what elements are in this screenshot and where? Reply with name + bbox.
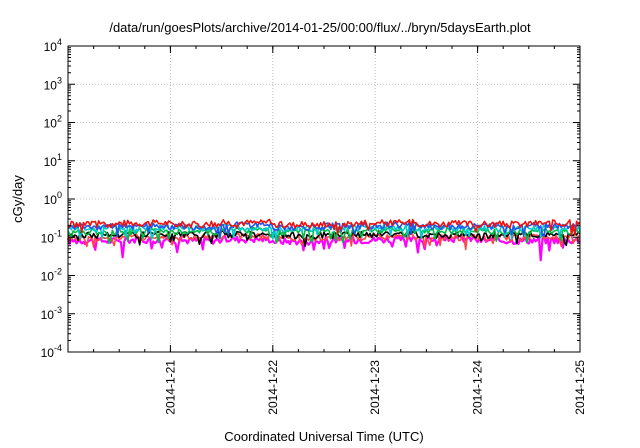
series-line (67, 221, 581, 239)
x-tick-label: 2014-1-23 (368, 360, 382, 415)
y-tick-label: 103 (44, 75, 62, 92)
grid (68, 46, 580, 352)
y-tick-label: 10-1 (41, 228, 62, 245)
series-layer (66, 218, 581, 262)
series-line (67, 218, 581, 236)
y-tick-label: 104 (44, 37, 62, 54)
y-tick-label: 101 (44, 152, 62, 169)
x-tick-label: 2014-1-24 (471, 360, 485, 415)
x-tick-label: 2014-1-25 (573, 360, 587, 415)
y-axis: 10-4 10-3 10-2 10-1 100 101 102 103 104 (41, 37, 580, 360)
y-tick-label: 10-2 (41, 267, 62, 284)
y-axis-label: cGy/day (10, 175, 25, 223)
x-tick-label: 2014-1-22 (266, 360, 280, 415)
x-axis-label: Coordinated Universal Time (UTC) (224, 429, 423, 444)
y-tick-label: 10-4 (41, 343, 62, 360)
series-line (67, 232, 581, 251)
series-line (67, 226, 581, 244)
y-tick-label: 100 (44, 190, 62, 207)
x-axis: 2014-1-21 2014-1-22 2014-1-23 2014-1-24 2014… (67, 46, 587, 415)
chart-title: /data/run/goesPlots/archive/2014-01-25/0… (109, 20, 531, 35)
y-tick-label: 10-3 (41, 305, 62, 322)
y-tick-label: 102 (44, 114, 62, 131)
x-tick-label: 2014-1-21 (163, 360, 177, 415)
